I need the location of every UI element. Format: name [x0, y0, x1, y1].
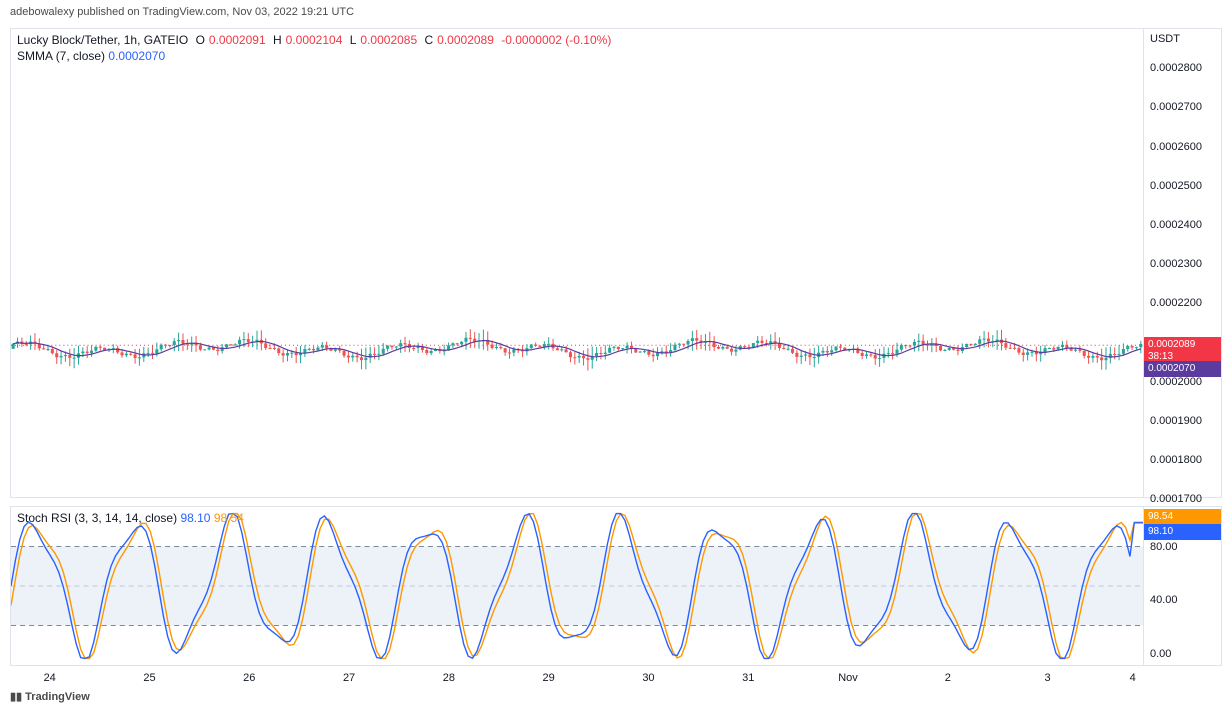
yaxis-tick: 0.0001700: [1150, 493, 1202, 505]
tradingview-watermark: ▮▮ TradingView: [10, 690, 90, 703]
xaxis-tick: 2: [945, 672, 951, 684]
smma-params: (7, close): [56, 49, 105, 63]
stoch-yaxis[interactable]: 80.00 40.00 0.00 98.5498.10: [1144, 506, 1222, 666]
interval: 1h: [124, 33, 137, 47]
publish-text: adebowalexy published on TradingView.com…: [10, 6, 354, 18]
stoch-legend: Stoch RSI (3, 3, 14, 14, close) 98.10 98…: [17, 511, 244, 525]
stoch-chart[interactable]: Stoch RSI (3, 3, 14, 14, close) 98.10 98…: [10, 506, 1144, 666]
xaxis-tick: 25: [143, 672, 155, 684]
yaxis-tick: 0.0001800: [1150, 454, 1202, 466]
xaxis-tick: 29: [543, 672, 555, 684]
stoch-ytick: 80.00: [1150, 541, 1178, 553]
xaxis-tick: 26: [243, 672, 255, 684]
watermark-icon: ▮▮: [10, 691, 25, 703]
stoch-svg: [11, 507, 1143, 665]
price-tag: 98.10: [1144, 524, 1221, 540]
yaxis-tick: 0.0002400: [1150, 219, 1202, 231]
time-xaxis[interactable]: 24 25 26 27 28 29 30 31 Nov 2 3 4: [10, 668, 1144, 692]
publish-header: adebowalexy published on TradingView.com…: [0, 0, 1232, 24]
price-tag: 98.54: [1144, 509, 1221, 525]
yaxis-tick: 0.0002800: [1150, 62, 1202, 74]
exchange: GATEIO: [144, 33, 188, 47]
yaxis-tick: 0.0002200: [1150, 297, 1202, 309]
yaxis-tick: 0.0002000: [1150, 376, 1202, 388]
main-legend: Lucky Block/Tether, 1h, GATEIO O0.000209…: [17, 33, 611, 63]
xaxis-tick: 31: [742, 672, 754, 684]
symbol-name: Lucky Block/Tether: [17, 33, 117, 47]
yaxis-tick: 0.0001900: [1150, 415, 1202, 427]
xaxis-tick: 30: [642, 672, 654, 684]
stoch-ytick: 40.00: [1150, 594, 1178, 606]
yaxis-tick: 0.0002300: [1150, 258, 1202, 270]
price-svg: [11, 29, 1143, 497]
xaxis-tick: 27: [343, 672, 355, 684]
ohlc-values: O0.0002091 H0.0002104 L0.0002085 C0.0002…: [192, 33, 612, 47]
xaxis-tick: 3: [1045, 672, 1051, 684]
yaxis-tick: 0.0002500: [1150, 180, 1202, 192]
price-tag: 0.0002070: [1144, 361, 1221, 377]
smma-name: SMMA: [17, 49, 52, 63]
stoch-params: (3, 3, 14, 14, close): [74, 511, 177, 525]
watermark-text: TradingView: [25, 691, 90, 703]
chart-container: Lucky Block/Tether, 1h, GATEIO O0.000209…: [10, 28, 1222, 675]
smma-value: 0.0002070: [108, 49, 165, 63]
xaxis-tick: Nov: [838, 672, 858, 684]
stoch-k-value: 98.10: [180, 511, 210, 525]
stoch-ytick: 0.00: [1150, 648, 1171, 660]
price-yaxis[interactable]: USDT 0.0002800 0.0002700 0.0002600 0.000250…: [1144, 28, 1222, 498]
xaxis-tick: 4: [1130, 672, 1136, 684]
yaxis-unit: USDT: [1150, 33, 1180, 45]
price-chart[interactable]: Lucky Block/Tether, 1h, GATEIO O0.000209…: [10, 28, 1144, 498]
stoch-title: Stoch RSI: [17, 511, 71, 525]
xaxis-tick: 24: [44, 672, 56, 684]
xaxis-tick: 28: [443, 672, 455, 684]
stoch-d-value: 98.54: [214, 511, 244, 525]
smma-legend: SMMA (7, close) 0.0002070: [17, 49, 611, 63]
yaxis-tick: 0.0002600: [1150, 141, 1202, 153]
yaxis-tick: 0.0002700: [1150, 101, 1202, 113]
